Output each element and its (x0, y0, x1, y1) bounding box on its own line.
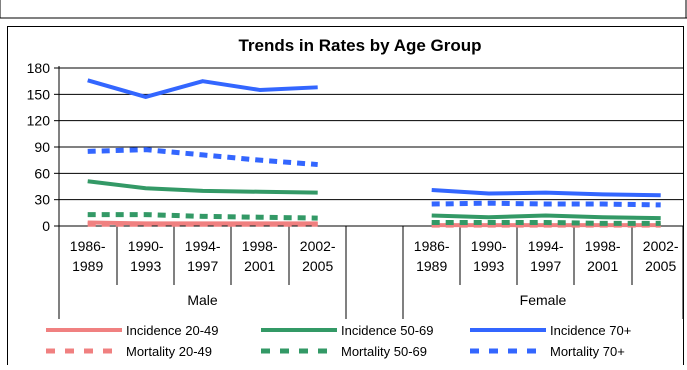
series-line (87, 212, 318, 221)
y-tick-label: 90 (34, 139, 50, 155)
x-tick-label: 1986-1989 (414, 238, 450, 274)
y-tick-label: 180 (27, 60, 51, 76)
y-tick-label: 60 (34, 165, 50, 181)
x-tick-label: 1998-2001 (585, 238, 621, 274)
legend-label: Incidence 20-49 (126, 323, 219, 338)
chart-title: Trends in Rates by Age Group (238, 36, 481, 55)
x-tick-label: 1994-1997 (528, 238, 564, 274)
legend-label: Incidence 70+ (550, 323, 631, 338)
chart-border (7, 26, 684, 365)
y-tick-label: 150 (27, 86, 51, 102)
x-group-label: Female (520, 292, 567, 308)
x-tick-label: 2002-2005 (643, 238, 679, 274)
legend-label: Mortality 70+ (550, 344, 625, 359)
x-group-label: Male (187, 292, 218, 308)
x-tick-label: 1986-1989 (70, 238, 106, 274)
x-tick-label: 1998-2001 (242, 238, 278, 274)
legend-label: Incidence 50-69 (341, 323, 434, 338)
legend-label: Mortality 50-69 (341, 344, 427, 359)
series-line (87, 147, 318, 168)
series-line (431, 200, 661, 208)
series-line (87, 179, 318, 195)
x-tick-label: 1994-1997 (185, 238, 221, 274)
series-line (431, 188, 661, 198)
y-tick-label: 30 (34, 192, 50, 208)
x-axis: 1986-1989 1990-1993 1994-1997 1998-2001 2002… (58, 226, 684, 319)
y-tick-label: 0 (42, 218, 50, 234)
legend: Incidence 20-49 Incidence 50-69 Incidence … (46, 323, 631, 359)
y-tick-label: 120 (27, 113, 51, 129)
y-axis-ticks: 0 30 60 90 120 150 180 (27, 60, 60, 234)
legend-label: Mortality 20-49 (126, 344, 212, 359)
x-tick-label: 1990-1993 (128, 238, 164, 274)
x-tick-label: 2002-2005 (300, 238, 336, 274)
series-line (431, 213, 661, 221)
series-line (431, 219, 661, 226)
x-tick-label: 1990-1993 (471, 238, 507, 274)
series-line (87, 78, 318, 99)
series-lines (87, 78, 661, 228)
